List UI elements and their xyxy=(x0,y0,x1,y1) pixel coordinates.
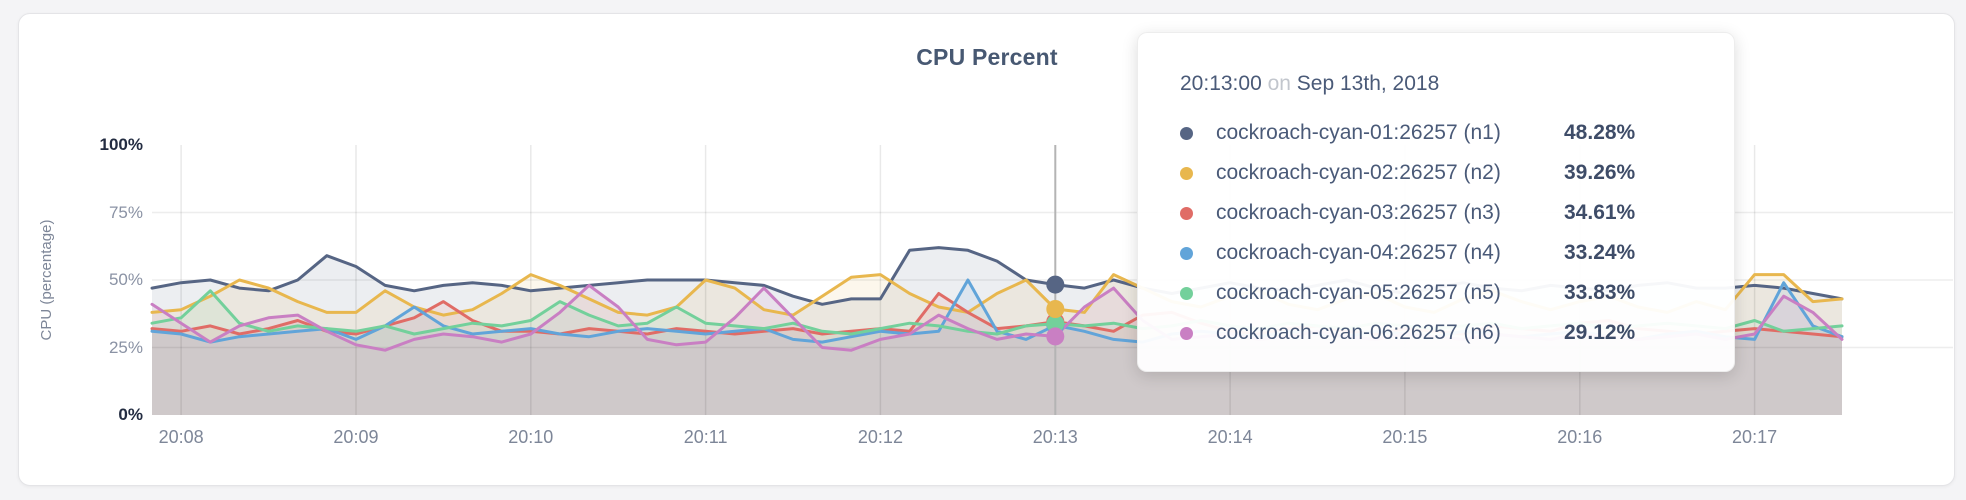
tooltip-header: 20:13:00 on Sep 13th, 2018 xyxy=(1180,71,1694,105)
tooltip-series-value: 39.26% xyxy=(1564,161,1636,184)
x-axis-tick-label: 20:16 xyxy=(1557,427,1603,447)
series-color-dot-icon xyxy=(1180,126,1193,140)
x-axis-tick-label: 20:12 xyxy=(857,427,903,447)
y-axis-tick-label: 100% xyxy=(99,135,143,154)
series-area-n4 xyxy=(152,280,1842,415)
hover-dot-n1 xyxy=(1046,275,1065,294)
y-axis-tick-label: 25% xyxy=(108,337,143,357)
series-color-dot-icon xyxy=(1180,246,1193,260)
hover-dot-n6 xyxy=(1046,327,1065,346)
x-axis-tick-label: 20:09 xyxy=(333,427,379,447)
hover-dot-n2 xyxy=(1046,300,1065,318)
tooltip-row: cockroach-cyan-01:26257 (n1) 48.28% xyxy=(1180,113,1694,153)
x-axis-tick-label: 20:13 xyxy=(1032,427,1078,447)
tooltip-series-label: cockroach-cyan-02:26257 (n2) xyxy=(1216,161,1501,184)
y-axis-tick-label: 0% xyxy=(118,405,143,424)
x-axis-tick-label: 20:15 xyxy=(1382,427,1428,447)
x-axis-tick-label: 20:10 xyxy=(508,427,554,447)
chart-title: CPU Percent xyxy=(916,44,1058,70)
tooltip-series-label: cockroach-cyan-06:26257 (n6) xyxy=(1216,321,1501,344)
series-color-dot-icon xyxy=(1180,326,1193,340)
tooltip-series-value: 34.61% xyxy=(1564,201,1636,224)
chart-tooltip: 20:13:00 on Sep 13th, 2018 cockroach-cya… xyxy=(1137,32,1735,372)
series-area-n3 xyxy=(152,293,1842,415)
tooltip-row: cockroach-cyan-06:26257 (n6) 29.12% xyxy=(1180,313,1694,353)
series-area-n6 xyxy=(152,285,1842,415)
series-area-n5 xyxy=(152,290,1842,415)
tooltip-series-label: cockroach-cyan-04:26257 (n4) xyxy=(1216,241,1501,264)
x-axis-tick-label: 20:11 xyxy=(683,427,728,447)
tooltip-row: cockroach-cyan-03:26257 (n3) 34.61% xyxy=(1180,193,1694,233)
tooltip-series-label: cockroach-cyan-01:26257 (n1) xyxy=(1216,121,1501,144)
tooltip-series-value: 33.83% xyxy=(1564,281,1636,304)
x-axis-tick-label: 20:14 xyxy=(1207,427,1253,447)
x-axis-tick-label: 20:17 xyxy=(1732,427,1778,447)
tooltip-time: 20:13:00 xyxy=(1180,72,1262,95)
series-color-dot-icon xyxy=(1180,206,1193,220)
tooltip-series-label: cockroach-cyan-05:26257 (n5) xyxy=(1216,281,1501,304)
tooltip-date: Sep 13th, 2018 xyxy=(1296,72,1440,95)
tooltip-row: cockroach-cyan-02:26257 (n2) 39.26% xyxy=(1180,153,1694,193)
tooltip-series-label: cockroach-cyan-03:26257 (n3) xyxy=(1216,201,1501,224)
tooltip-connector: on xyxy=(1267,72,1291,95)
series-color-dot-icon xyxy=(1180,166,1193,180)
tooltip-row: cockroach-cyan-04:26257 (n4) 33.24% xyxy=(1180,233,1694,273)
tooltip-rows: cockroach-cyan-01:26257 (n1) 48.28% cockro… xyxy=(1180,113,1694,353)
y-axis-tick-label: 50% xyxy=(108,270,143,289)
x-axis-tick-label: 20:08 xyxy=(158,427,204,447)
tooltip-series-value: 33.24% xyxy=(1564,241,1636,264)
tooltip-series-value: 48.28% xyxy=(1564,121,1636,144)
series-color-dot-icon xyxy=(1180,286,1193,300)
tooltip-series-value: 29.12% xyxy=(1564,321,1636,344)
tooltip-row: cockroach-cyan-05:26257 (n5) 33.83% xyxy=(1180,273,1694,313)
hover-dot-n5 xyxy=(1046,314,1065,333)
y-axis-tick-label: 75% xyxy=(108,202,143,222)
